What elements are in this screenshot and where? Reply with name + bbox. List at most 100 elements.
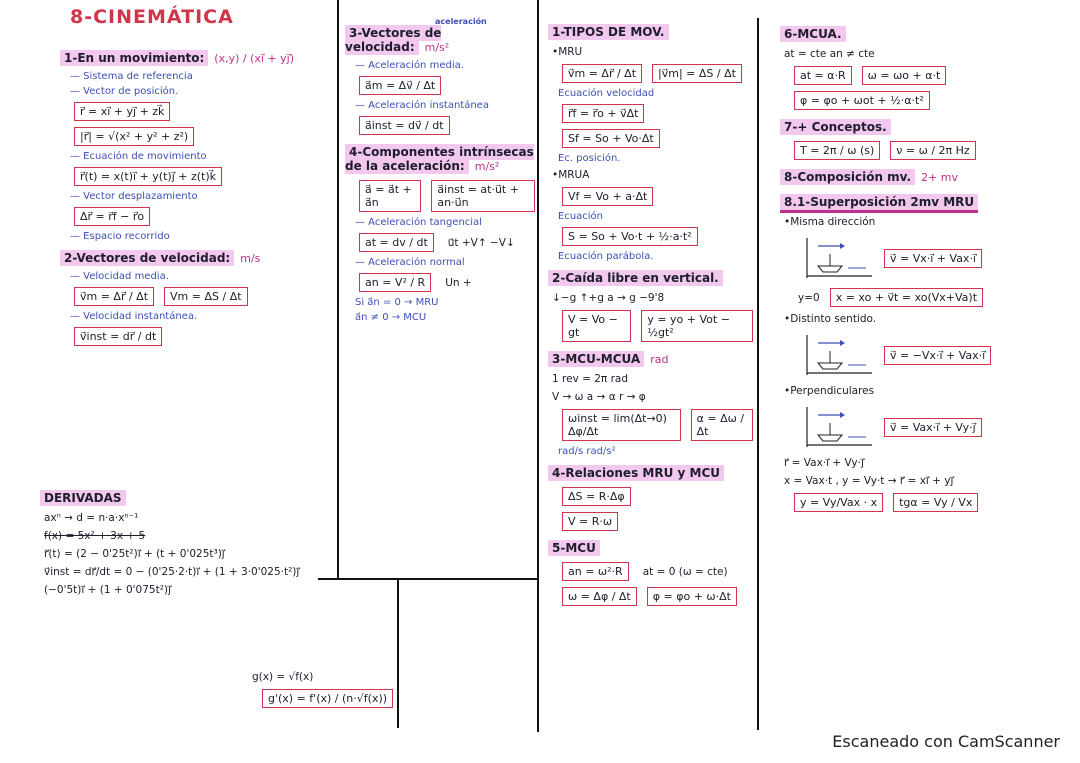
section-heading: aceleración 3-Vectores de velocidad: m/s² [345,17,535,55]
note-text: — Sistema de referencia [70,71,193,82]
text-line: •Distinto sentido. [784,313,877,325]
column-circular-composition: 6-MCUA. at = cte an ≠ cte at = α·R ω = ωo +… [780,20,1050,515]
heading-text: DERIVADAS [40,490,126,506]
formula-row: ΔS = R·Δφ [562,487,631,506]
section-heading: 6-MCUA. [780,26,846,42]
formula-box: an = ω²·R [562,562,629,581]
formula-row: |r⃗| = √(x² + y² + z²) [74,127,195,146]
formula-row: v⃗ = Vax·i⃗ + Vy·j⃗ [794,403,982,451]
formula-box: y = yo + Vot − ½gt² [641,310,753,342]
formula-box: an = V² / R [359,273,432,292]
boat-diagram-icon [806,335,872,375]
formula-box: ωinst = lim(Δt→0) Δφ/Δt [562,409,681,441]
heading-text: 3-Vectores de velocidad: [345,25,442,55]
formula-row: v⃗inst = dr⃗ / dt [74,327,163,346]
text-line: axⁿ → d = n·a·xⁿ⁻¹ [44,512,139,524]
formula-box: ΔS = R·Δφ [562,487,631,506]
formula-box: r⃗ = xi⃗ + yj⃗ + zk⃗ [74,102,171,121]
heading-text: 2-Caída libre en vertical. [548,270,723,286]
formula-box: V = R·ω [562,512,619,531]
formula-annotation: at = 0 (ω = cte) [642,565,728,578]
text-line: •Perpendiculares [784,385,875,397]
formula-row: v⃗m = Δr⃗ / Δt |v⃗m| = ΔS / Δt [562,64,742,83]
derivatives-section: DERIVADAS axⁿ → d = n·a·xⁿ⁻¹ f(x) = 5x² + … [40,484,400,599]
text-line: ↓−g ↑+g a → g −9'8 [552,292,665,304]
formula-row: T = 2π / ω (s) ν = ω / 2π Hz [794,141,976,160]
formula-label: y=0 [798,291,820,304]
note-text: — Aceleración normal [355,257,465,268]
note-text: — Velocidad media. [70,271,169,282]
formula-row: at = α·R ω = ωo + α·t [794,66,947,85]
formula-row: S = So + Vo·t + ½·a·t² [562,227,698,246]
formula-box: |v⃗m| = ΔS / Δt [652,64,742,83]
note-text: — Aceleración tangencial [355,217,482,228]
column-divider [337,0,339,580]
note-text: — Ecuación de movimiento [70,151,207,162]
text-line: r⃗(t) = (2 − 0'25t²)i⃗ + (t + 0'025t³)j⃗ [44,548,225,560]
note-text: Ecuación velocidad [558,88,655,99]
heading-extra: rad [650,353,669,366]
text-line: V → ω a → α r → φ [552,391,646,403]
formula-row: a⃗m = Δv⃗ / Δt [359,76,442,95]
formula-annotation: u⃗t +V↑ −V↓ [447,236,515,249]
formula-annotation: Un + [445,276,472,289]
formula-box: at = dv / dt [359,233,434,252]
formula-row: at = dv / dt u⃗t +V↑ −V↓ [359,233,515,252]
heading-extra: m/s² [424,41,450,54]
section-heading: 3-MCU-MCUA rad [548,351,669,367]
heading-text: 4-Relaciones MRU y MCU [548,465,724,481]
section-heading: 8-Composición mv. 2+ mv [780,169,959,185]
formula-row: v⃗m = Δr⃗ / Δt Vm = ΔS / Δt [74,287,248,306]
note-text: Si a⃗n = 0 → MRU [355,297,439,308]
column-divider [537,0,539,732]
formula-row: V = Vo − gt y = yo + Vot − ½gt² [562,310,753,342]
formula-row: r⃗ = xi⃗ + yj⃗ + zk⃗ [74,102,171,121]
formula-box: V = Vo − gt [562,310,632,342]
formula-row: v⃗ = Vx·i⃗ + Vax·i⃗ [794,234,982,282]
heading-extra: (x,y) / (xi⃗ + yj⃗) [214,52,295,65]
root-derivative-rule: g(x) = √f(x) g'(x) = f'(x) / (n·√f(x)) [248,668,398,711]
formula-row: φ = φo + ωot + ½·α·t² [794,91,930,110]
text-line: f(x) = 5x² + 3x + 5 [44,530,146,542]
note-text: — Velocidad instantánea. [70,311,198,322]
heading-text: 1-En un movimiento: [60,50,209,66]
formula-box: ν = ω / 2π Hz [890,141,976,160]
scanner-watermark: Escaneado con CamScanner [832,732,1060,751]
boat-diagram-icon [806,407,872,447]
note-text: a⃗n ≠ 0 → MCU [355,312,427,323]
formula-row: Vf = Vo + a·Δt [562,187,654,206]
heading-extra: m/s² [474,160,500,173]
text-line: g(x) = √f(x) [252,671,314,683]
formula-box: g'(x) = f'(x) / (n·√f(x)) [262,689,394,708]
heading-text: 5-MCU [548,540,600,556]
column-divider [757,18,759,730]
formula-row: y = Vy/Vax · x tgα = Vy / Vx [794,493,979,512]
formula-row: a⃗ = a⃗t + a⃗n a⃗inst = at·u⃗t + an·u⃗n [359,180,535,212]
formula-box: Vm = ΔS / Δt [164,287,248,306]
column-kinematics-basics: 1-En un movimiento: (x,y) / (xi⃗ + yj⃗) — … [60,44,330,349]
section-heading: 4-Componentes intrínsecas de la acelerac… [345,144,535,174]
heading-text: 4-Componentes intrínsecas de la acelerac… [345,144,534,174]
section-heading: DERIVADAS [40,490,126,506]
formula-box: a⃗ = a⃗t + a⃗n [359,180,422,212]
formula-box: at = α·R [794,66,852,85]
formula-row: y=0 x = xo + v⃗t = xo(Vx+Va)t [794,288,984,307]
column-divider [318,578,538,580]
text-line: •MRU [552,46,583,58]
heading-text: 8.1-Superposición 2mv MRU [780,194,979,213]
text-line: v⃗inst = dr⃗/dt = 0 − (0'25·2·t)i⃗ + (1 … [44,566,300,578]
formula-box: v⃗ = Vx·i⃗ + Vax·i⃗ [884,248,982,268]
formula-box: Vf = Vo + a·Δt [562,187,654,206]
formula-box: tgα = Vy / Vx [893,493,979,512]
column-divider [397,578,399,728]
note-text: rad/s rad/s² [558,446,616,457]
formula-box: T = 2π / ω (s) [794,141,881,160]
heading-extra: 2+ mv [921,171,959,184]
column-acceleration: aceleración 3-Vectores de velocidad: m/s² —… [345,10,535,325]
formula-row: Sf = So + Vo·Δt [562,129,660,148]
formula-row: r⃗f = r⃗o + v⃗Δt [562,104,645,123]
formula-box: |r⃗| = √(x² + y² + z²) [74,127,195,146]
formula-box: a⃗m = Δv⃗ / Δt [359,76,442,95]
formula-row: g'(x) = f'(x) / (n·√f(x)) [262,689,394,708]
section-heading: 8.1-Superposición 2mv MRU [780,194,979,213]
